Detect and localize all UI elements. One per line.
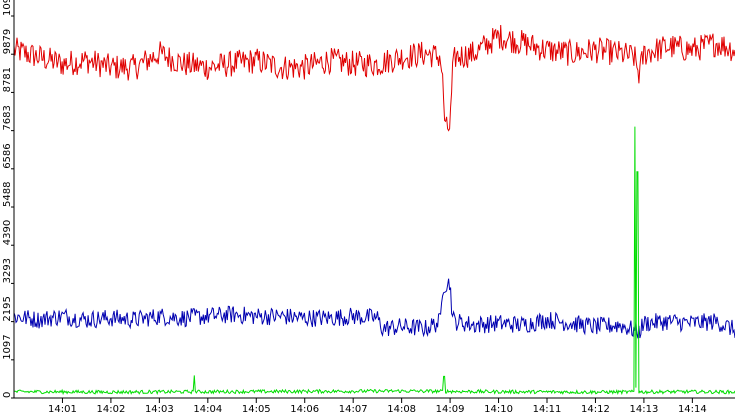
y-tick-label: 4390 [2, 220, 13, 245]
x-tick-label: 14:08 [387, 404, 416, 415]
y-tick-label: 7683 [2, 105, 13, 130]
x-tick-label: 14:11 [533, 404, 562, 415]
x-tick-label: 14:02 [96, 404, 125, 415]
y-tick-label: 5488 [2, 182, 13, 207]
y-tick-label: 1097 [2, 334, 13, 359]
y-tick-label: 0 [2, 392, 13, 398]
y-tick-label: 9879 [2, 29, 13, 54]
x-axis-ticks: 14:01 14:02 14:03 14:04 14:05 14:06 14:07 14:08… [48, 398, 707, 415]
x-tick-label: 14:05 [242, 404, 271, 415]
y-tick-label: 8781 [2, 67, 13, 92]
y-tick-label: 6586 [2, 143, 13, 168]
x-tick-label: 14:13 [629, 404, 658, 415]
series-layer [13, 24, 735, 396]
y-tick-label: 10977 [2, 0, 13, 16]
series-line-3 [13, 126, 735, 396]
x-tick-label: 14:03 [145, 404, 174, 415]
y-tick-label: 2195 [2, 296, 13, 321]
series-line-2 [13, 278, 735, 339]
x-tick-label: 14:01 [48, 404, 77, 415]
series-line-1 [13, 24, 735, 132]
y-tick-label: 3293 [2, 258, 13, 283]
x-tick-label: 14:09 [436, 404, 465, 415]
x-tick-label: 14:14 [678, 404, 707, 415]
x-tick-label: 14:12 [581, 404, 610, 415]
x-tick-label: 14:10 [484, 404, 513, 415]
x-tick-label: 14:04 [193, 404, 222, 415]
x-tick-label: 14:07 [339, 404, 368, 415]
x-tick-label: 14:06 [290, 404, 319, 415]
y-axis-ticks: 0 1097 2195 3293 4390 5488 6586 7683 8781 9879 109… [2, 0, 14, 399]
